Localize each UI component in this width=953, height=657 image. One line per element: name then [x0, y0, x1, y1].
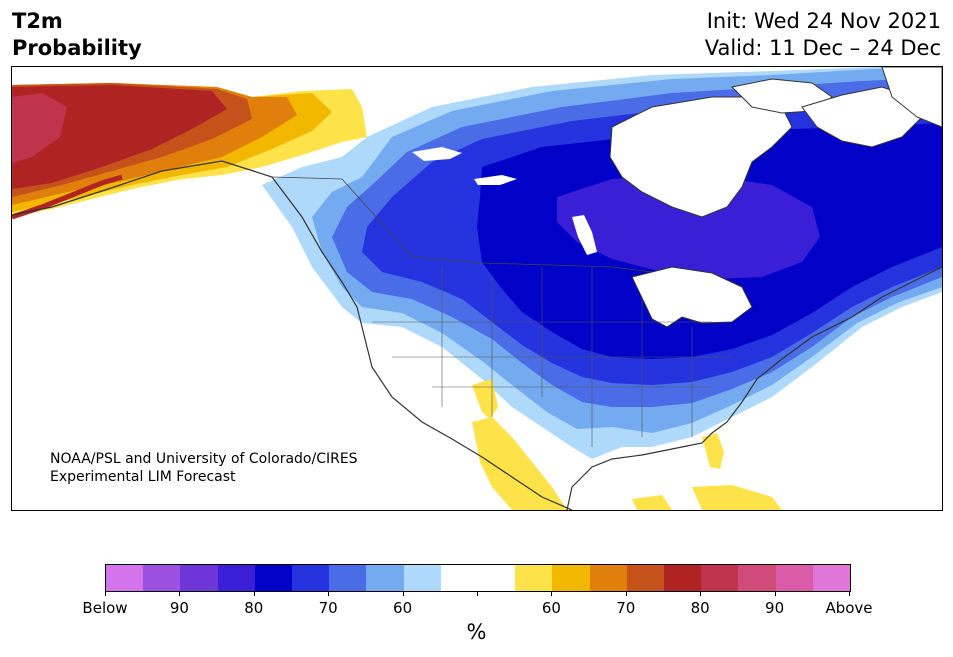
colorbar-cell — [664, 565, 702, 591]
hudson-bay — [609, 96, 793, 218]
colorbar-cell — [180, 565, 218, 591]
credit-line-2: Experimental LIM Forecast — [50, 469, 236, 485]
colorbar-cell — [626, 565, 665, 591]
colorbar-tick — [551, 591, 553, 596]
colorbar-tick — [179, 591, 181, 596]
colorbar-cell — [738, 565, 776, 591]
colorbar-tick-label: 80 — [690, 599, 710, 617]
map-title: T2m Probability — [12, 8, 142, 62]
gulf-warm-area — [632, 495, 672, 510]
colorbar-cell — [292, 565, 330, 591]
colorbar-cell — [217, 565, 255, 591]
colorbar-cell — [329, 565, 367, 591]
great-bear-lake — [412, 147, 462, 161]
colorbar-cell — [589, 565, 627, 591]
colorbar-tick-label: 80 — [244, 599, 264, 617]
colorbar-tick — [105, 591, 106, 596]
greenland — [881, 67, 942, 128]
colorbar-tick-label: 60 — [541, 599, 561, 617]
colorbar-ticks — [105, 591, 851, 599]
colorbar-tick-label: 60 — [393, 599, 413, 617]
florida-warm-area — [702, 433, 724, 469]
caribbean-warm-area — [692, 485, 782, 510]
state-borders — [372, 267, 732, 447]
probability-map: NOAA/PSL and University of Colorado/CIRE… — [11, 66, 943, 511]
colorbar-cell — [515, 565, 553, 591]
lake-winnipeg — [572, 215, 597, 255]
southwest-warm-area — [472, 379, 498, 419]
coastline — [12, 160, 573, 510]
baffin-island — [801, 86, 923, 148]
colorbar-tick-label: 70 — [318, 599, 338, 617]
title-line-1: T2m — [12, 9, 63, 33]
colorbar-tick — [328, 591, 330, 596]
colorbar-cell — [366, 565, 404, 591]
colorbar-cell — [775, 565, 813, 591]
colorbar-cell — [254, 565, 293, 591]
colorbar-tick-label: 90 — [169, 599, 189, 617]
cold-zone-indigo — [557, 173, 820, 279]
colorbar-cell — [478, 565, 516, 591]
great-slave-lake — [474, 175, 517, 185]
colorbar-cell — [143, 565, 181, 591]
baja-warm-area — [472, 417, 567, 510]
colorbar-tick — [700, 591, 702, 596]
credit-text: NOAA/PSL and University of Colorado/CIRE… — [50, 450, 358, 486]
colorbar-cell — [701, 565, 739, 591]
colorbar-tick — [402, 591, 404, 596]
colorbar — [105, 564, 851, 592]
colorbar-tick — [774, 591, 776, 596]
colorbar-tick — [253, 591, 255, 596]
colorbar-cell — [552, 565, 590, 591]
east-coastline — [566, 266, 942, 510]
colorbar-tick-label: Below — [82, 599, 128, 617]
great-lakes — [631, 266, 753, 328]
colorbar-tick — [477, 591, 478, 596]
canada-us-border — [271, 176, 653, 273]
colorbar-cell — [106, 565, 144, 591]
colorbar-cell — [440, 565, 479, 591]
colorbar-tick-label: Above — [825, 599, 873, 617]
colorbar-tick-labels: Below 90 80 70 60 60 70 80 90 Above — [82, 599, 872, 619]
colorbar-tick-label: 70 — [616, 599, 636, 617]
colorbar-cell — [403, 565, 441, 591]
colorbar-tick — [625, 591, 627, 596]
aleutian-chain — [12, 174, 123, 220]
valid-period: Valid: 11 Dec – 24 Dec — [704, 36, 941, 60]
forecast-dates: Init: Wed 24 Nov 2021 Valid: 11 Dec – 24… — [705, 8, 941, 62]
map-canvas — [12, 67, 942, 510]
colorbar-cell — [812, 565, 851, 591]
alaska-crimson-area — [12, 93, 67, 163]
colorbar-tick — [849, 591, 850, 596]
title-line-2: Probability — [12, 36, 142, 60]
colorbar-tick-label: 90 — [765, 599, 785, 617]
credit-line-1: NOAA/PSL and University of Colorado/CIRE… — [50, 451, 358, 467]
init-date: Init: Wed 24 Nov 2021 — [706, 9, 941, 33]
colorbar-unit: % — [466, 620, 487, 644]
